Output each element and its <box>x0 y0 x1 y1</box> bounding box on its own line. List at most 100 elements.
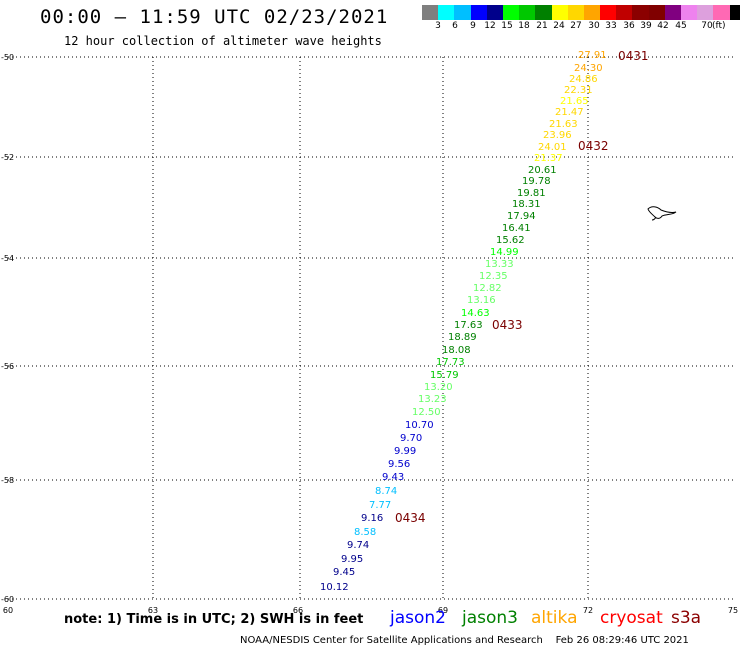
x-tick-label: 60 <box>3 606 13 615</box>
wave-height-label: 13.16 <box>467 295 496 306</box>
x-tick-label: 72 <box>583 606 593 615</box>
colorbar-swatch <box>713 5 730 20</box>
note-text: note: 1) Time is in UTC; 2) SWH is in fe… <box>64 612 364 627</box>
colorbar-swatch <box>454 5 471 20</box>
wave-height-label: 13.33 <box>485 259 514 270</box>
map-grid <box>8 56 733 600</box>
colorbar-swatch <box>600 5 617 20</box>
satellite-legend-item: altika <box>531 608 578 628</box>
time-label: 0434 <box>395 511 426 525</box>
axis-ticks: 60 63 66 69 72 75 -50 -52 -54 -56 -58 -60 <box>1 53 738 615</box>
wave-height-label: 9.70 <box>400 433 422 444</box>
wave-height-label: 19.81 <box>517 188 546 199</box>
colorbar-label: 6 <box>452 21 458 31</box>
page-title: 00:00 — 11:59 UTC 02/23/2021 <box>40 6 389 28</box>
colorbar-label: 70 <box>701 21 713 31</box>
colorbar-label: 30 <box>588 21 600 31</box>
x-tick-label: 63 <box>148 606 158 615</box>
time-label: 0432 <box>578 139 609 153</box>
y-tick-label: -54 <box>1 254 14 263</box>
wave-height-label: 9.95 <box>341 554 363 565</box>
altimeter-track: 27.91 24.3024.8622.3121.6521.4721.6323.96… <box>320 50 607 593</box>
footer-credit: NOAA/NESDIS Center for Satellite Applica… <box>240 635 689 646</box>
time-label: 0433 <box>492 318 523 332</box>
y-tick-label: -58 <box>1 476 14 485</box>
wave-height-label: 15.79 <box>430 370 459 381</box>
wave-height-label: 9.16 <box>361 513 383 524</box>
wave-height-label: 12.35 <box>479 271 508 282</box>
colorbar-swatch <box>697 5 714 20</box>
colorbar-label: 33 <box>605 21 617 31</box>
wave-height-label: 15.62 <box>496 235 525 246</box>
wave-height-label: 24.01 <box>538 142 567 153</box>
page-subtitle: 12 hour collection of altimeter wave hei… <box>64 34 382 48</box>
wave-height-label: 8.74 <box>375 486 397 497</box>
y-tick-label: -52 <box>1 153 14 162</box>
satellite-legend-item: jason3 <box>462 608 518 628</box>
wave-height-label: 9.43 <box>382 472 404 483</box>
wave-height-label: 17.73 <box>436 357 465 368</box>
colorbar-swatch <box>664 5 681 20</box>
colorbar-label: 18 <box>518 21 530 31</box>
satellite-legend-item: jason2 <box>390 608 446 628</box>
wave-height-label: 21.65 <box>560 96 589 107</box>
colorbar-swatch <box>567 5 584 20</box>
wave-height-label: 10.12 <box>320 582 349 593</box>
colorbar-label: 36 <box>623 21 635 31</box>
island-outline <box>647 206 677 221</box>
colorbar-swatch <box>616 5 633 20</box>
wave-height-label: 18.89 <box>448 332 477 343</box>
colorbar <box>422 5 740 20</box>
wave-height-label: 13.20 <box>424 382 453 393</box>
wave-height-label: 17.63 <box>454 320 483 331</box>
colorbar-unit: (ft) <box>712 21 726 31</box>
wave-height-label: 23.96 <box>543 130 572 141</box>
y-tick-label: -60 <box>1 595 14 604</box>
wave-height-label: 21.63 <box>549 119 578 130</box>
colorbar-swatch <box>648 5 665 20</box>
colorbar-label: 9 <box>470 21 476 31</box>
colorbar-swatch <box>422 5 439 20</box>
colorbar-swatch <box>729 5 740 20</box>
colorbar-label: 15 <box>501 21 513 31</box>
colorbar-label: 3 <box>435 21 441 31</box>
colorbar-swatch <box>438 5 455 20</box>
y-tick-label: -50 <box>1 53 14 62</box>
colorbar-swatch <box>551 5 568 20</box>
wave-height-label: 12.50 <box>412 407 441 418</box>
colorbar-label: 21 <box>536 21 548 31</box>
wave-height-label: 16.41 <box>502 223 531 234</box>
wave-height-label: 20.61 <box>528 165 557 176</box>
wave-height-label: 14.63 <box>461 308 490 319</box>
wave-height-label: 17.94 <box>507 211 536 222</box>
wave-height-label: 21.47 <box>555 107 584 118</box>
colorbar-swatch <box>470 5 487 20</box>
x-tick-label: 66 <box>293 606 303 615</box>
wave-height-label: 9.99 <box>394 446 416 457</box>
wave-height-label: 21.37 <box>534 153 563 164</box>
colorbar-swatch <box>486 5 503 20</box>
wave-height-label: 27.91 <box>578 50 607 61</box>
wave-height-label: 7.77 <box>369 500 391 511</box>
wave-height-label: 12.82 <box>473 283 502 294</box>
wave-height-label: 19.78 <box>522 176 551 187</box>
wave-height-label: 14.99 <box>490 247 519 258</box>
wave-height-label: 13.23 <box>418 394 447 405</box>
wave-height-label: 24.86 <box>569 74 598 85</box>
colorbar-label: 27 <box>570 21 582 31</box>
colorbar-labels: 3 6 9 12 15 18 21 24 27 30 33 36 39 42 45 70 <box>422 21 740 33</box>
time-label: 0431 <box>618 49 649 63</box>
colorbar-swatch <box>681 5 698 20</box>
wave-height-label: 24.30 <box>574 63 603 74</box>
time-labels: 0431 0432 0433 0434 <box>395 49 649 525</box>
satellite-legend-item: s3a <box>671 608 702 628</box>
colorbar-swatch <box>502 5 520 20</box>
x-tick-label: 69 <box>438 606 448 615</box>
colorbar-label: 42 <box>657 21 669 31</box>
colorbar-swatch <box>632 5 649 20</box>
y-tick-label: -56 <box>1 362 14 371</box>
x-tick-label: 75 <box>728 606 738 615</box>
wave-height-label: 9.56 <box>388 459 410 470</box>
colorbar-swatch <box>583 5 601 20</box>
wave-height-label: 18.31 <box>512 199 541 210</box>
